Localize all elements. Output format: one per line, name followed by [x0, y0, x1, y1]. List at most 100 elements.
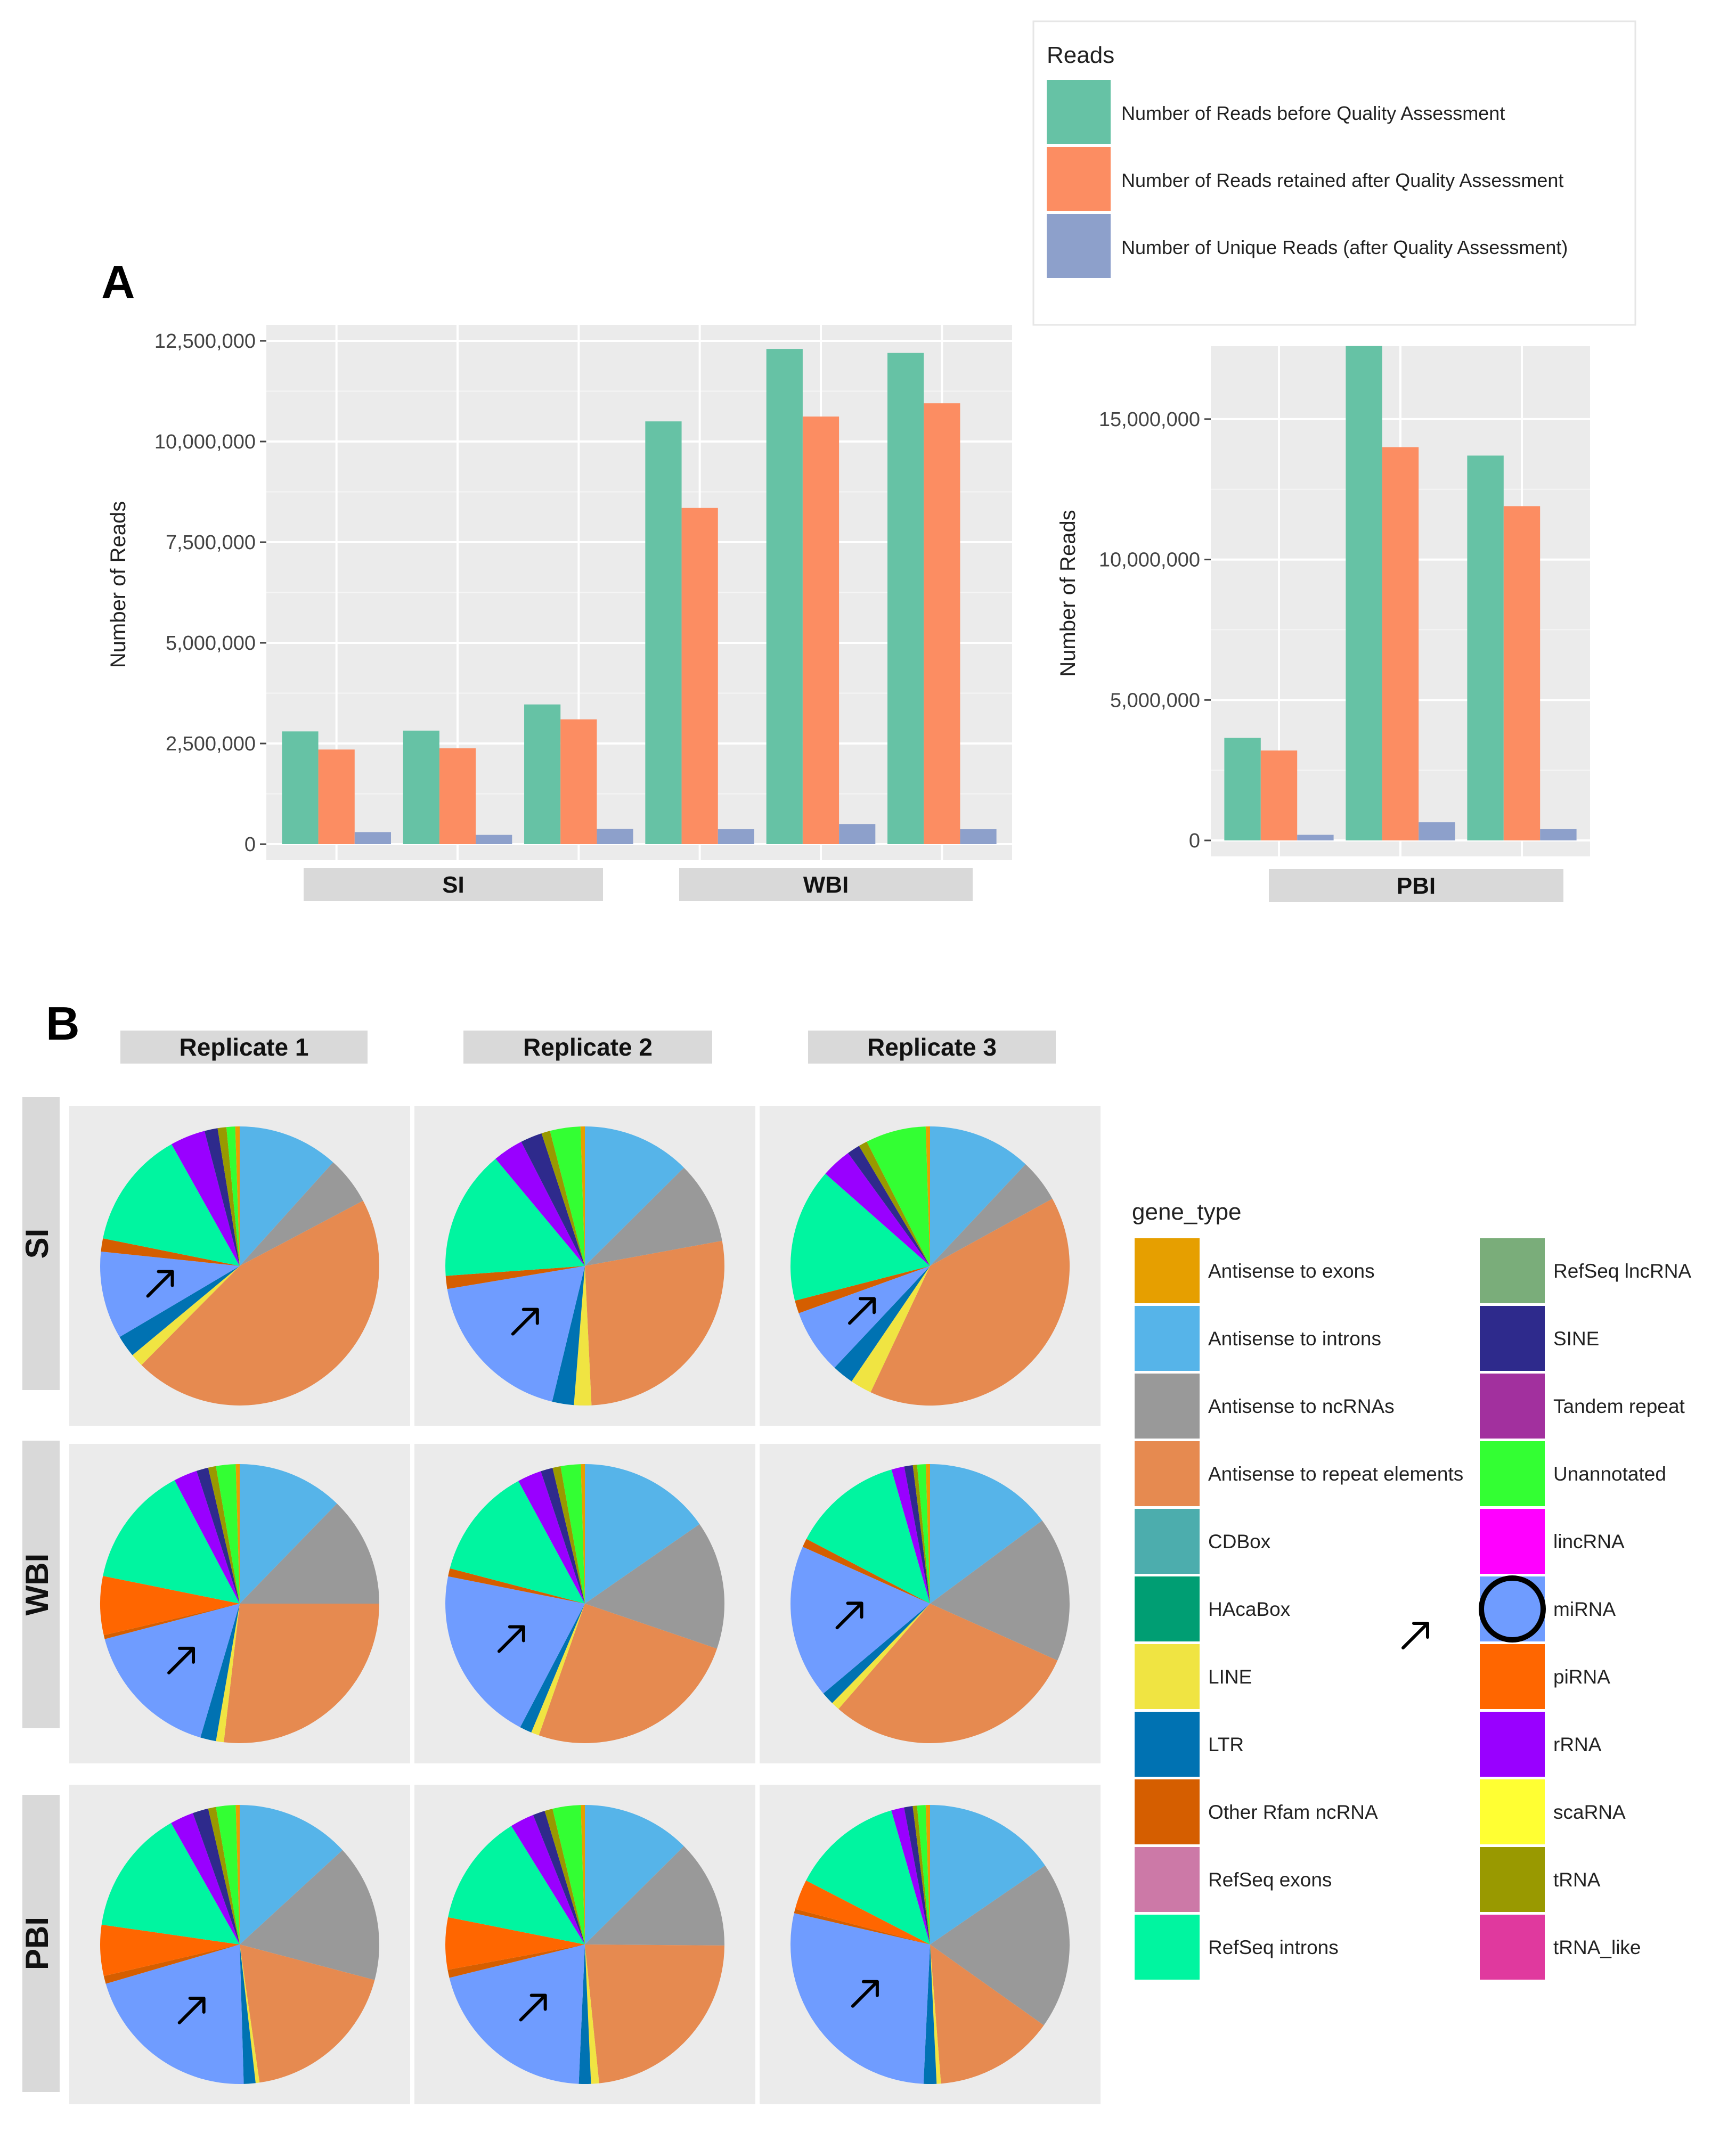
- gene-legend-swatch: [1135, 1509, 1200, 1574]
- facet-strip: [1269, 869, 1563, 902]
- gene-legend-title: gene_type: [1132, 1199, 1242, 1225]
- bar: [1467, 455, 1504, 840]
- bar: [718, 829, 754, 844]
- pie-slice: [217, 1127, 240, 1266]
- pie-slice: [208, 1466, 240, 1604]
- pie-slice: [171, 1813, 240, 1944]
- pie-slice: [904, 1806, 930, 1944]
- gene-legend-label: SINE: [1553, 1328, 1599, 1350]
- gene-legend-label: CDBox: [1208, 1531, 1271, 1552]
- row-strip: [22, 1795, 60, 2092]
- pie-slice: [101, 1823, 240, 1944]
- pie-slice: [101, 1238, 240, 1266]
- pie-slice: [541, 1468, 585, 1604]
- pie-slice: [790, 1547, 930, 1694]
- pie-slice: [240, 1944, 375, 2083]
- gene-legend-label: RefSeq introns: [1208, 1936, 1339, 1958]
- pie-slice: [495, 1141, 585, 1266]
- pie-slice: [930, 1805, 1045, 1944]
- pie-slice: [100, 1576, 240, 1636]
- panel-label-a: A: [101, 256, 135, 308]
- bar: [887, 353, 924, 844]
- pie-slice: [834, 1266, 930, 1382]
- y-axis-title: Number of Reads: [107, 501, 130, 668]
- pie-slice: [795, 1266, 930, 1313]
- pie-slice: [240, 1944, 256, 2084]
- gene-legend-swatch: [1480, 1238, 1545, 1303]
- pie-slice: [197, 1467, 240, 1604]
- pie-slice: [447, 1944, 585, 1978]
- pie-slice: [552, 1266, 585, 1406]
- pie-slice: [930, 1944, 941, 2084]
- column-strip: [120, 1031, 368, 1064]
- pie-slice: [533, 1811, 585, 1944]
- pie-slice: [790, 1173, 930, 1301]
- facet-label: PBI: [1397, 873, 1436, 899]
- y-tick-label: 12,500,000: [154, 330, 256, 353]
- pie-slice: [581, 1464, 585, 1604]
- pie-slice: [552, 1805, 585, 1944]
- pie-slice: [100, 1251, 240, 1337]
- pie-slice: [917, 1464, 930, 1604]
- pie-slice: [539, 1604, 717, 1743]
- bar: [524, 704, 561, 844]
- pie-slice: [560, 1464, 585, 1604]
- pie-slice: [520, 1604, 585, 1733]
- gene-legend-swatch: [1135, 1779, 1200, 1844]
- gene-legend-swatch: [1480, 1644, 1545, 1709]
- pie-slice: [208, 1807, 240, 1944]
- row-label: PBI: [19, 1917, 55, 1970]
- legend-arrow-icon: [1401, 1622, 1429, 1649]
- pie-slice: [100, 1924, 240, 1976]
- mirna-arrow-icon: [835, 1601, 863, 1630]
- gene-legend-label: Other Rfam ncRNA: [1208, 1801, 1378, 1823]
- bar-chart-si-wbi: 0 2,500,000 5,000,000 7,500,000 10,000,000 12…: [107, 325, 1012, 901]
- pie-slice: [585, 1167, 722, 1266]
- gene-legend-label: Antisense to introns: [1208, 1328, 1381, 1350]
- mirna-arrow-icon: [519, 1993, 547, 2022]
- pie-slice: [925, 1804, 930, 1944]
- pie-slice: [848, 1146, 930, 1266]
- pie-slice: [859, 1141, 930, 1266]
- pie-slice: [132, 1266, 240, 1365]
- bar: [439, 748, 476, 844]
- gene-legend-label: Antisense to exons: [1208, 1260, 1375, 1282]
- gene-legend-swatch: [1135, 1306, 1200, 1371]
- pie-slice: [585, 1126, 684, 1266]
- mirna-arrow-icon: [146, 1270, 174, 1298]
- column-label: Replicate 2: [523, 1033, 653, 1061]
- pie-slice: [912, 1805, 930, 1944]
- y-tick-label: 0: [244, 834, 256, 856]
- pie-slice: [806, 1469, 930, 1604]
- reads-legend-title: Reads: [1047, 42, 1114, 68]
- pie-slice: [891, 1807, 930, 1944]
- pie-slice: [449, 1944, 585, 2084]
- pie-slice: [544, 1809, 585, 1944]
- gene-legend-label: RefSeq exons: [1208, 1869, 1332, 1891]
- pie-slice: [235, 1464, 240, 1604]
- gene-legend-label: lincRNA: [1553, 1531, 1625, 1552]
- gene-legend-swatch: [1480, 1374, 1545, 1439]
- gene-legend-swatch: [1480, 1847, 1545, 1912]
- pie-slice: [103, 1604, 240, 1639]
- column-label: Replicate 3: [867, 1033, 997, 1061]
- pie-slice: [200, 1604, 240, 1742]
- pie-slice: [240, 1464, 337, 1604]
- pie-slice: [224, 1604, 379, 1744]
- pie-slice: [585, 1240, 725, 1406]
- pie-slice: [193, 1808, 240, 1944]
- bar: [354, 832, 391, 844]
- pie-slice: [448, 1826, 585, 1944]
- pie-slice: [574, 1266, 592, 1406]
- mirna-arrow-icon: [177, 1996, 206, 2024]
- pie-slice: [581, 1804, 585, 1944]
- gene-legend-swatch: [1135, 1915, 1200, 1980]
- gene-legend-swatch: [1135, 1374, 1200, 1439]
- reads-legend-label: Number of Reads before Quality Assessmen…: [1121, 102, 1505, 124]
- gene-legend-label: Antisense to ncRNAs: [1208, 1395, 1395, 1417]
- gene-legend-label: tRNA: [1553, 1869, 1601, 1891]
- pie-slice: [172, 1131, 240, 1266]
- gene-legend-swatch: [1480, 1306, 1545, 1371]
- row-label: WBI: [19, 1554, 55, 1616]
- pie-slice: [806, 1810, 930, 1944]
